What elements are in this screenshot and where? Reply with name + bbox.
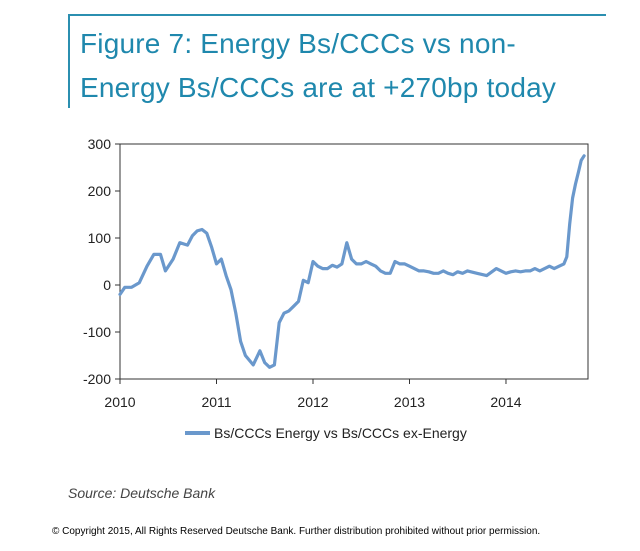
x-tick-label: 2010 xyxy=(104,394,135,410)
figure-title-line-2: Energy Bs/CCCs are at +270bp today xyxy=(80,72,557,103)
legend-label: Bs/CCCs Energy vs Bs/CCCs ex-Energy xyxy=(214,425,467,441)
y-tick-label: -200 xyxy=(83,371,111,387)
copyright-notice: © Copyright 2015, All Rights Reserved De… xyxy=(52,526,541,537)
x-tick-label: 2014 xyxy=(490,394,521,410)
y-tick-label: 0 xyxy=(103,277,111,293)
title-frame-left-rule xyxy=(68,14,70,108)
line-chart: 300 200 100 0 -100 -200 2010 2011 2012 2013 2014 Bs… xyxy=(83,136,589,441)
y-tick-label: 300 xyxy=(88,136,112,152)
x-tick-label: 2011 xyxy=(201,394,231,410)
x-tick-label: 2012 xyxy=(297,394,328,410)
x-tick-label: 2013 xyxy=(394,394,425,410)
series-line xyxy=(118,154,586,369)
figure-title-line-1: Figure 7: Energy Bs/CCCs vs non- xyxy=(80,28,516,59)
title-frame-top-rule xyxy=(68,14,606,16)
plot-area-frame xyxy=(119,143,589,380)
figure-title: Figure 7: Energy Bs/CCCs vs non- Energy … xyxy=(80,22,620,110)
y-tick-label: 200 xyxy=(88,183,112,199)
y-tick-label: 100 xyxy=(88,230,112,246)
source-note: Source: Deutsche Bank xyxy=(68,485,216,501)
y-tick-label: -100 xyxy=(83,324,111,340)
